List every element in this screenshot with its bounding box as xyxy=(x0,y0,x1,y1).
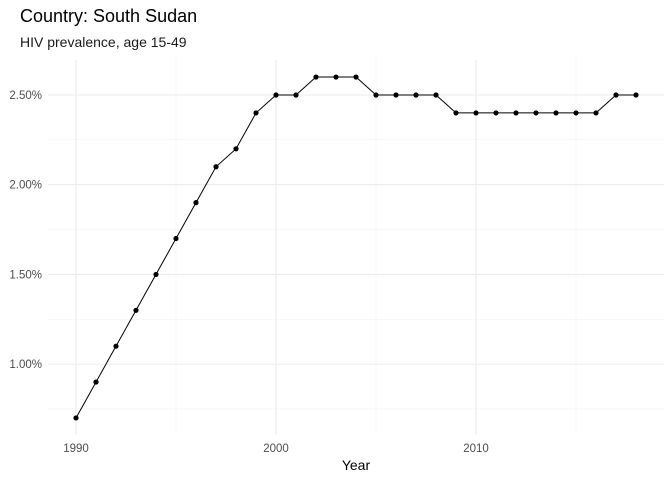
data-point xyxy=(73,415,79,421)
x-tick-label: 1990 xyxy=(63,443,89,455)
data-point xyxy=(593,110,599,116)
data-point xyxy=(533,110,539,116)
x-tick-label: 2010 xyxy=(463,443,489,455)
data-point xyxy=(93,379,99,385)
data-point xyxy=(113,343,119,349)
data-point xyxy=(393,92,399,98)
data-point xyxy=(453,110,459,116)
data-points xyxy=(73,74,639,421)
data-point xyxy=(413,92,419,98)
data-point xyxy=(473,110,479,116)
data-point xyxy=(273,92,279,98)
data-point xyxy=(233,146,239,152)
data-point xyxy=(293,92,299,98)
data-point xyxy=(333,74,339,80)
grid-minor xyxy=(48,60,664,435)
x-axis-title: Year xyxy=(342,457,371,473)
series-line xyxy=(75,76,636,419)
data-point xyxy=(173,235,179,242)
x-tick-label: 2000 xyxy=(263,443,289,455)
series xyxy=(75,76,636,419)
data-point xyxy=(553,110,559,116)
grid-major xyxy=(48,60,664,435)
data-point xyxy=(513,110,519,116)
data-point xyxy=(493,110,499,116)
y-tick-label: 2.00% xyxy=(9,180,42,192)
data-point xyxy=(193,200,199,206)
y-tick-label: 1.00% xyxy=(9,359,42,371)
data-point xyxy=(433,92,439,98)
data-point xyxy=(313,74,319,80)
data-point xyxy=(353,74,359,80)
data-point xyxy=(373,92,379,98)
data-point xyxy=(153,271,159,278)
data-point xyxy=(253,110,259,116)
chart-title: Country: South Sudan xyxy=(20,6,197,26)
data-point xyxy=(213,164,219,170)
data-point xyxy=(633,92,639,98)
y-tick-label: 2.50% xyxy=(9,90,42,102)
data-point xyxy=(613,92,619,98)
chart-subtitle: HIV prevalence, age 15-49 xyxy=(20,34,187,50)
y-tick-label: 1.50% xyxy=(9,269,42,281)
data-point xyxy=(573,110,579,116)
y-axis-ticks: 1.00% 1.50% 2.00% 2.50% xyxy=(9,90,42,371)
plot-area xyxy=(48,60,664,435)
data-point xyxy=(133,307,139,313)
x-axis-ticks: 1990 2000 2010 xyxy=(63,443,489,455)
